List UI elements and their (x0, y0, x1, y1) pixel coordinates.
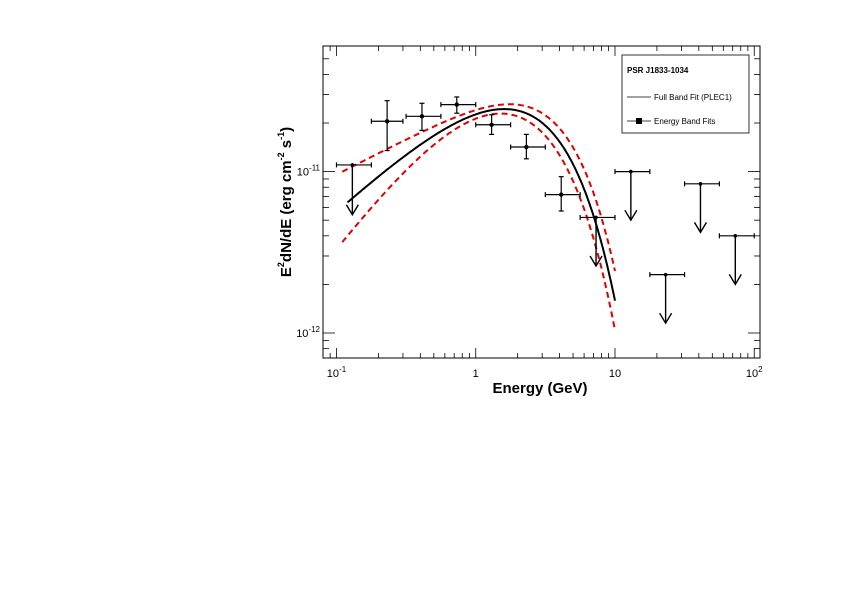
y-axis-title-part-3: -2 (276, 152, 286, 160)
confidence-band-curve (341, 103, 616, 272)
data-points (335, 96, 755, 325)
x-tick-label: 102 (746, 365, 763, 380)
x-axis-title: Energy (GeV) (492, 380, 587, 397)
data-point-marker (559, 192, 564, 197)
down-arrow-icon (345, 204, 359, 217)
data-point-marker (524, 144, 529, 150)
x-tick-label: 10 (609, 368, 621, 380)
data-point-marker (489, 122, 494, 127)
data-point-marker (419, 114, 425, 119)
data-point-marker (454, 102, 459, 107)
down-arrow-icon (589, 255, 603, 268)
confidence-band-curve (341, 112, 616, 331)
y-tick-label: 10-11 (297, 164, 321, 179)
y-axis-title-part-0: E (278, 267, 295, 277)
legend-box (621, 54, 750, 134)
y-axis-title-part-6: ) (278, 127, 295, 132)
legend-entry-energy-band: Energy Band Fits (654, 117, 715, 126)
y-axis-title-part-1: 2 (276, 262, 286, 267)
down-arrow-icon (659, 312, 673, 325)
legend-square-marker-icon (636, 118, 642, 124)
y-axis-title: E2dN/dE (erg cm-2 s-1) (276, 127, 295, 277)
plot-frame (322, 45, 761, 359)
data-point-marker (384, 119, 390, 124)
y-axis-title-part-4: s (278, 140, 295, 153)
x-tick-label: 10-1 (327, 365, 347, 380)
axis-ticks (322, 45, 760, 359)
y-axis-title-part-5: -1 (276, 132, 286, 140)
legend-title: PSR J1833-1034 (627, 66, 689, 75)
y-tick-label: 10-12 (296, 325, 320, 340)
legend-entry-full-band: Full Band Fit (PLEC1) (654, 93, 732, 102)
legend: PSR J1833-1034 Full Band Fit (PLEC1) Ene… (621, 54, 750, 134)
full-band-fit-curve (346, 107, 616, 301)
down-arrow-icon (728, 274, 742, 286)
down-arrow-icon (693, 222, 708, 234)
x-tick-label: 1 (473, 368, 479, 380)
fit-curves (341, 103, 616, 331)
down-arrow-icon (624, 209, 638, 222)
y-axis-title-part-2: dN/dE (erg cm (278, 160, 295, 262)
